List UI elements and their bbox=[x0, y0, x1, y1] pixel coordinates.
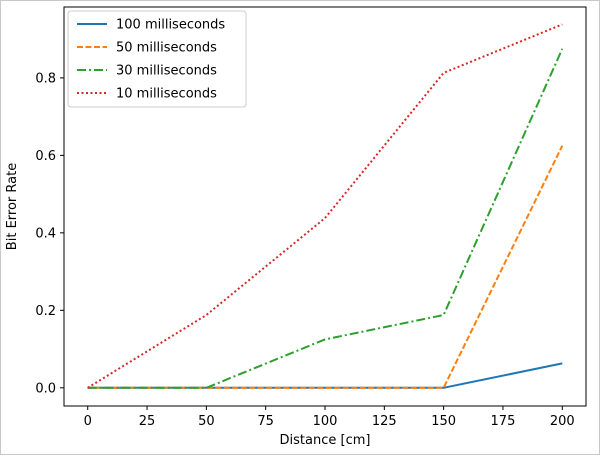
y-tick-label: 0.4 bbox=[35, 226, 56, 241]
x-tick-label: 25 bbox=[139, 414, 156, 429]
axes: 0 25 50 75 100 125 150 175 200 0.0 0.2 0.4 0.6 0.8 Dis… bbox=[5, 6, 587, 448]
series-line-10-ms bbox=[87, 23, 563, 389]
y-tick-label: 0.8 bbox=[35, 71, 56, 86]
legend-entry: 50 milliseconds bbox=[116, 41, 217, 56]
y-tick-label: 0.6 bbox=[35, 149, 56, 164]
legend-entry: 100 milliseconds bbox=[116, 18, 225, 33]
x-tick-label: 125 bbox=[372, 414, 397, 429]
series-line-50-ms bbox=[87, 145, 564, 389]
x-tick-label: 75 bbox=[257, 414, 274, 429]
x-tick-label: 175 bbox=[491, 414, 516, 429]
legend: 100 milliseconds 50 milliseconds 30 millis… bbox=[67, 10, 247, 108]
data-lines bbox=[87, 23, 564, 389]
x-axis-label: Distance [cm] bbox=[280, 433, 371, 448]
series-line-100-ms bbox=[87, 362, 563, 389]
legend-entry: 30 milliseconds bbox=[116, 64, 217, 79]
x-tick-label: 150 bbox=[431, 414, 456, 429]
legend-entry: 10 milliseconds bbox=[116, 87, 217, 102]
y-axis-label: Bit Error Rate bbox=[5, 163, 20, 250]
x-tick-label: 0 bbox=[84, 414, 92, 429]
x-tick-label: 200 bbox=[550, 414, 575, 429]
y-tick-label: 0.2 bbox=[35, 304, 56, 319]
x-tick-label: 50 bbox=[198, 414, 215, 429]
y-tick-label: 0.0 bbox=[35, 381, 56, 396]
legend-box bbox=[67, 10, 247, 108]
x-tick-label: 100 bbox=[313, 414, 338, 429]
series-line-30-ms bbox=[87, 48, 564, 389]
